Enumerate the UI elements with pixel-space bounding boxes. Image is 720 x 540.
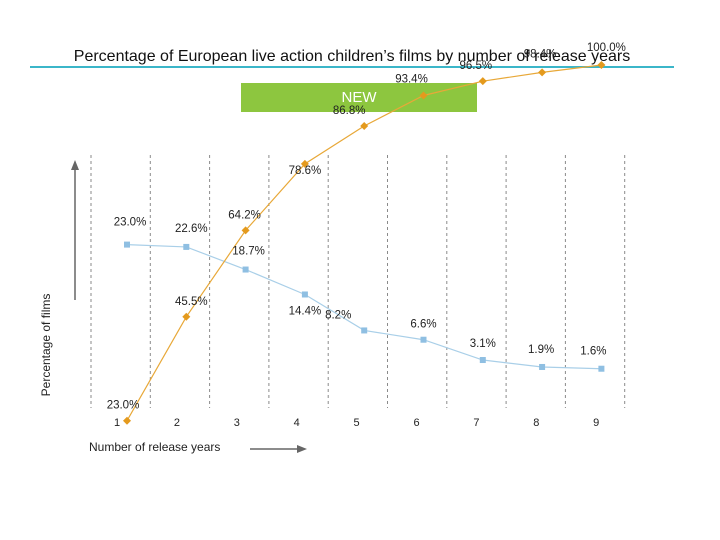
title-underline	[30, 66, 674, 68]
orange-series-marker	[597, 61, 606, 69]
blue-data-label: 22.6%	[175, 223, 208, 235]
blue-data-label: 6.6%	[410, 319, 436, 331]
x-tick-label: 1	[114, 417, 120, 429]
orange-series-marker	[419, 91, 428, 100]
x-tick-label: 4	[294, 417, 300, 429]
blue-data-label: 18.7%	[232, 246, 265, 258]
series-markers	[123, 61, 606, 425]
orange-data-label: 45.5%	[175, 296, 208, 308]
orange-series-marker	[538, 68, 547, 77]
blue-data-label: 8.2%	[325, 309, 351, 321]
orange-data-label: 98.4%	[524, 48, 557, 60]
blue-series-marker	[539, 363, 546, 370]
orange-data-label: 23.0%	[107, 400, 140, 412]
blue-series-marker	[124, 241, 130, 248]
orange-series-marker	[360, 121, 369, 130]
chart-title: Percentage of European live action child…	[73, 48, 631, 65]
blue-series-marker	[242, 266, 249, 273]
orange-series-marker	[182, 312, 191, 321]
blue-series-marker	[598, 365, 605, 372]
data-labels: 23.0% 22.6% 18.7% 14.4% 8.2% 6.6% 3.1% 1.9% 1.6%…	[107, 42, 626, 412]
new-badge: NEW	[241, 83, 477, 112]
x-tick-label: 8	[533, 417, 539, 429]
blue-series-marker	[420, 336, 427, 343]
gridlines	[90, 155, 626, 408]
orange-data-label: 64.2%	[228, 209, 261, 221]
blue-series-marker	[479, 357, 486, 364]
y-axis-arrowhead	[71, 160, 79, 170]
blue-data-label: 23.0%	[114, 217, 147, 229]
x-tick-label: 6	[413, 417, 419, 429]
blue-data-label: 1.9%	[528, 344, 554, 356]
blue-data-label: 3.1%	[470, 338, 496, 350]
x-axis-label: Number of release years	[89, 440, 221, 454]
orange-data-label: 86.8%	[333, 105, 366, 117]
orange-series-line	[126, 64, 602, 422]
orange-data-label: 78.6%	[289, 165, 322, 177]
blue-data-label: 14.4%	[289, 305, 322, 317]
orange-data-label: 93.4%	[395, 73, 428, 85]
y-axis-label: Percentage of films	[39, 293, 53, 397]
axis-arrows	[71, 160, 307, 453]
x-axis-arrowhead	[297, 445, 307, 453]
blue-data-label: 1.6%	[580, 346, 606, 358]
orange-series-marker	[478, 77, 487, 86]
orange-series-marker	[241, 226, 250, 235]
orange-series-marker	[123, 416, 131, 425]
x-tick-labels: 1 2 3 4 5 6 7 8 9	[114, 417, 599, 429]
x-tick-label: 3	[234, 417, 240, 429]
blue-series-marker	[361, 327, 368, 334]
series-lines	[126, 64, 602, 422]
blue-series-marker	[183, 243, 190, 250]
orange-data-label: 96.5%	[459, 60, 492, 72]
x-tick-label: 5	[354, 417, 360, 429]
x-tick-label: 9	[593, 417, 599, 429]
orange-series-marker	[300, 159, 309, 168]
x-tick-label: 2	[174, 417, 180, 429]
orange-data-label: 100.0%	[587, 42, 626, 54]
blue-series-marker	[301, 291, 308, 298]
x-tick-label: 7	[473, 417, 479, 429]
